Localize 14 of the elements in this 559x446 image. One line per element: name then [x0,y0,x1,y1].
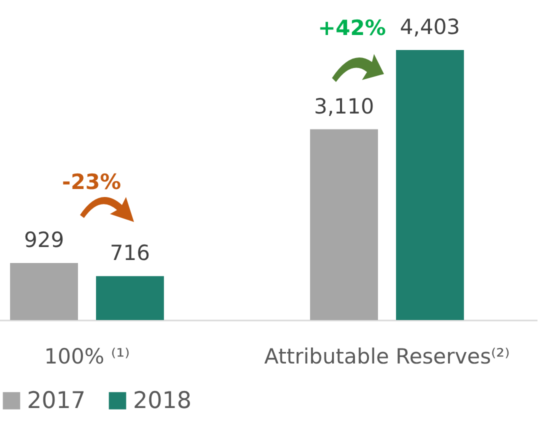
x-tick-label: Attributable Reserves⁽²⁾ [264,344,510,368]
bar [396,50,464,320]
bar [310,129,378,320]
text: +42% [318,16,386,40]
data-label: 3,110 [314,94,374,118]
data-label: 716 [110,241,150,266]
legend-label: 2017 [27,388,86,414]
legend-label: 2018 [133,388,192,414]
bar [96,276,164,320]
annotation: -23% [62,170,121,194]
data-label: 4,403 [400,15,460,39]
bar [10,263,78,320]
x-tick-label: 100% ⁽¹⁾ [44,344,130,368]
data-label: 929 [24,228,64,252]
